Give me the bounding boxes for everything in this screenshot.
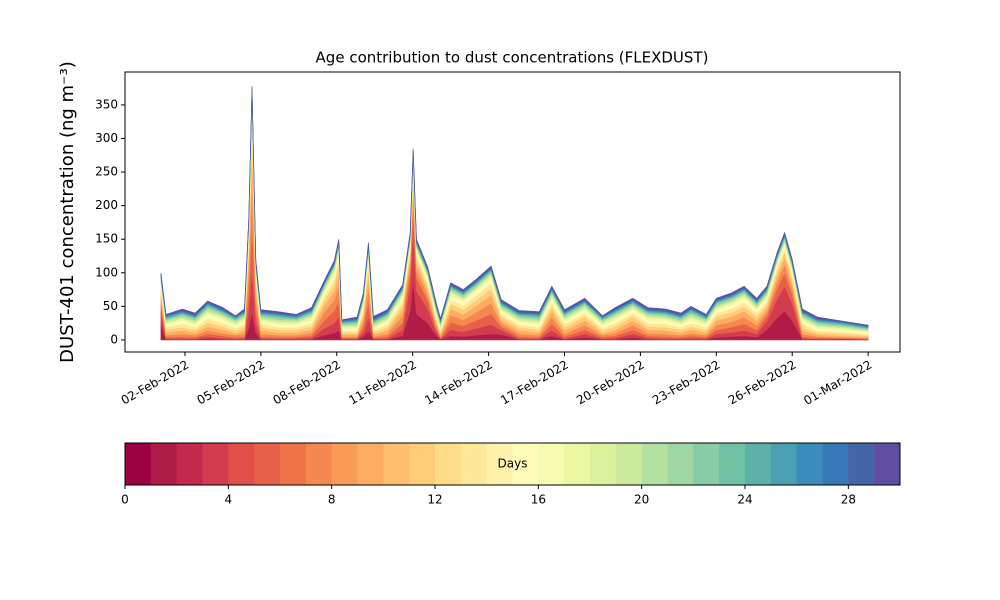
x-tick-label: 26-Feb-2022	[726, 358, 799, 408]
colorbar-swatch	[770, 443, 798, 485]
colorbar-swatch	[796, 443, 823, 485]
colorbar-swatch	[641, 443, 668, 485]
colorbar-swatch	[331, 443, 358, 485]
y-tick-label: 250	[95, 165, 118, 179]
colorbar-tick-label: 20	[634, 493, 649, 507]
chart-title: Age contribution to dust concentrations …	[316, 49, 709, 67]
colorbar-frame	[124, 442, 901, 486]
colorbar-swatch	[745, 443, 772, 485]
y-tick-label: 100	[95, 265, 118, 279]
y-tick-label: 300	[95, 131, 118, 145]
axes-frame	[124, 71, 901, 353]
colorbar-tick-label: 16	[531, 493, 546, 507]
x-tick-label: 23-Feb-2022	[650, 358, 723, 408]
colorbar-tick-label: 0	[121, 493, 129, 507]
colorbar-swatch	[460, 443, 488, 485]
colorbar-swatch	[383, 443, 410, 485]
x-tick-label: 08-Feb-2022	[270, 358, 343, 408]
area-layer	[160, 87, 869, 327]
colorbar-swatch	[150, 443, 178, 485]
colorbar-swatch	[693, 443, 720, 485]
colorbar-swatch	[512, 443, 539, 485]
colorbar-swatch	[357, 443, 384, 485]
x-tick-label: 01-Mar-2022	[801, 358, 874, 408]
colorbar-swatch	[667, 443, 694, 485]
colorbar-swatch	[280, 443, 307, 485]
colorbar-swatch	[409, 443, 436, 485]
colorbar-swatch	[590, 443, 617, 485]
y-tick-label: 0	[110, 332, 118, 346]
colorbar-swatch	[822, 443, 849, 485]
y-tick-label: 350	[95, 97, 118, 111]
plot-area	[160, 86, 869, 341]
colorbar-tick-label: 24	[737, 493, 752, 507]
colorbar-swatch	[848, 443, 875, 485]
colorbar-swatch	[305, 443, 333, 485]
y-tick-label: 150	[95, 232, 118, 246]
area-layer	[160, 86, 869, 327]
colorbar-tick-label: 12	[427, 493, 442, 507]
colorbar-swatch	[719, 443, 746, 485]
colorbar-tick-label: 8	[328, 493, 336, 507]
x-tick-label: 14-Feb-2022	[422, 358, 495, 408]
colorbar-swatch	[615, 443, 643, 485]
x-tick-label: 20-Feb-2022	[574, 358, 647, 408]
y-tick-label: 50	[103, 299, 118, 313]
y-axis-label: DUST-401 concentration (ng m⁻³)	[57, 61, 78, 363]
x-tick-label: 17-Feb-2022	[498, 358, 571, 408]
colorbar-swatch	[564, 443, 591, 485]
colorbar-swatch	[228, 443, 255, 485]
colorbar-swatch	[486, 443, 513, 485]
colorbar-tick-label: 28	[841, 493, 856, 507]
x-tick-label: 11-Feb-2022	[346, 358, 419, 408]
x-tick-label: 05-Feb-2022	[195, 358, 268, 408]
colorbar-tick-label: 4	[225, 493, 233, 507]
y-tick-label: 200	[95, 198, 118, 212]
colorbar-swatch	[125, 443, 152, 485]
colorbar-swatch	[538, 443, 565, 485]
colorbar-swatch	[874, 443, 901, 485]
x-tick-label: 02-Feb-2022	[119, 358, 192, 408]
colorbar-swatch	[202, 443, 229, 485]
colorbar-swatch	[435, 443, 462, 485]
colorbar-label: Days	[498, 457, 528, 471]
colorbar-swatch	[176, 443, 203, 485]
colorbar-swatch	[254, 443, 281, 485]
